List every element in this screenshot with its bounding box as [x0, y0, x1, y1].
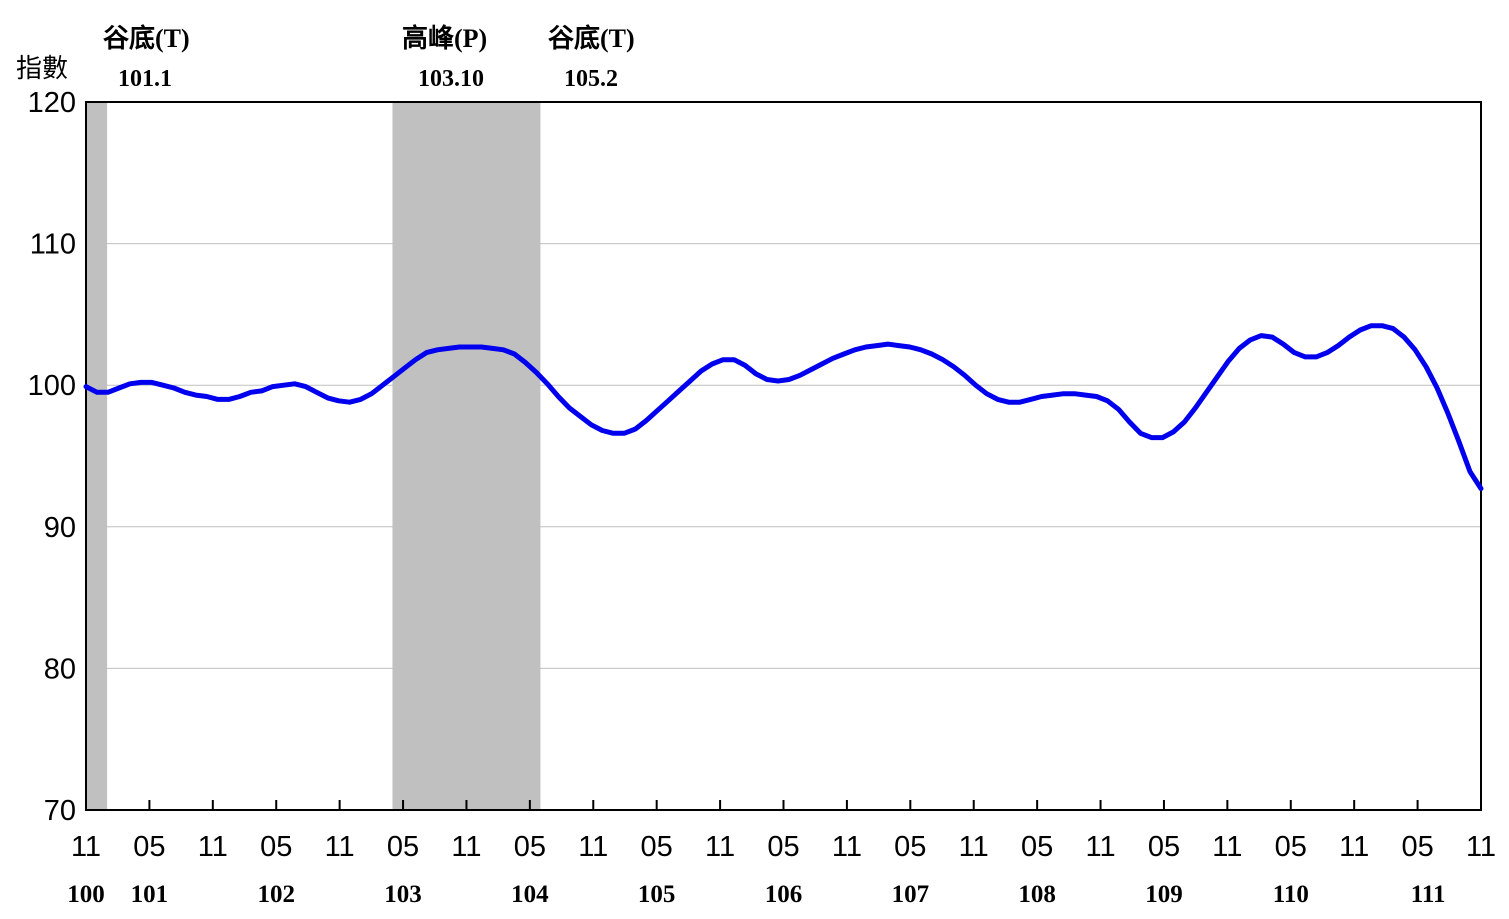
year-label-104: 104	[511, 881, 549, 908]
y-axis-label: 指數	[16, 54, 69, 84]
x-tick-label-2: 11	[198, 831, 228, 863]
x-tick-label-5: 05	[387, 831, 419, 863]
annotation-label-peak: 高峰(P)	[402, 24, 488, 53]
x-tick-label-6: 11	[451, 831, 481, 863]
x-tick-label-16: 11	[1085, 831, 1115, 863]
x-tick-label-9: 05	[641, 831, 673, 863]
x-tick-label-19: 05	[1275, 831, 1307, 863]
y-tick-label-120: 120	[28, 87, 76, 119]
x-tick-label-11: 05	[767, 831, 799, 863]
series-line	[83, 323, 1484, 492]
year-label-111: 111	[1411, 881, 1446, 908]
x-tick-label-18: 11	[1212, 831, 1242, 863]
x-tick-label-8: 11	[578, 831, 608, 863]
x-tick-label-15: 05	[1021, 831, 1053, 863]
year-label-102: 102	[257, 881, 295, 908]
x-tick-label-17: 05	[1148, 831, 1180, 863]
year-label-101: 101	[131, 881, 169, 908]
x-tick-label-7: 05	[514, 831, 546, 863]
x-tick-label-0: 11	[71, 831, 101, 863]
y-tick-label-100: 100	[28, 370, 76, 402]
x-tick-label-21: 05	[1401, 831, 1433, 863]
x-tick-label-22: 11	[1466, 831, 1496, 863]
shaded-period-2	[392, 102, 541, 810]
shaded-period-1	[86, 102, 108, 810]
gridlines	[86, 243, 1481, 669]
shaded-periods	[86, 102, 541, 810]
year-label-106: 106	[765, 881, 803, 908]
x-tick-label-4: 11	[325, 831, 355, 863]
annotation-date-trough-1: 101.1	[118, 66, 172, 92]
x-tick-label-3: 05	[260, 831, 292, 863]
year-label-110: 110	[1273, 881, 1309, 908]
year-label-108: 108	[1018, 881, 1056, 908]
x-tick-label-10: 11	[705, 831, 735, 863]
year-label-103: 103	[384, 881, 422, 908]
y-tick-label-90: 90	[44, 512, 76, 544]
x-tick-label-13: 05	[894, 831, 926, 863]
x-tick-label-1: 05	[133, 831, 165, 863]
x-tick-labels: 11 05 11 05 11 05 11 05 11 05 11 05 11 05 11 05 11 05 11 05…	[71, 831, 1496, 863]
y-tick-label-70: 70	[44, 795, 76, 827]
plot-area-frame	[85, 101, 1482, 811]
year-labels: 100 101 102 103 104 105 106 107 108 109 110 111	[67, 881, 1445, 908]
x-tick-label-14: 11	[959, 831, 989, 863]
annotation-date-trough-2: 105.2	[564, 66, 618, 92]
y-tick-label-80: 80	[44, 653, 76, 685]
annotation-label-trough-1: 谷底(T)	[103, 24, 190, 53]
year-label-105: 105	[638, 881, 676, 908]
year-label-100: 100	[67, 881, 105, 908]
y-tick-label-110: 110	[30, 229, 76, 261]
annotation-label-trough-2: 谷底(T)	[548, 24, 635, 53]
x-tick-label-20: 11	[1339, 831, 1369, 863]
x-tick-label-12: 11	[832, 831, 862, 863]
x-ticks	[85, 800, 1482, 810]
y-tick-labels: 120 110 100 90 80 70	[28, 87, 76, 827]
annotation-date-peak: 103.10	[418, 66, 484, 92]
year-label-107: 107	[892, 881, 930, 908]
year-label-109: 109	[1145, 881, 1183, 908]
